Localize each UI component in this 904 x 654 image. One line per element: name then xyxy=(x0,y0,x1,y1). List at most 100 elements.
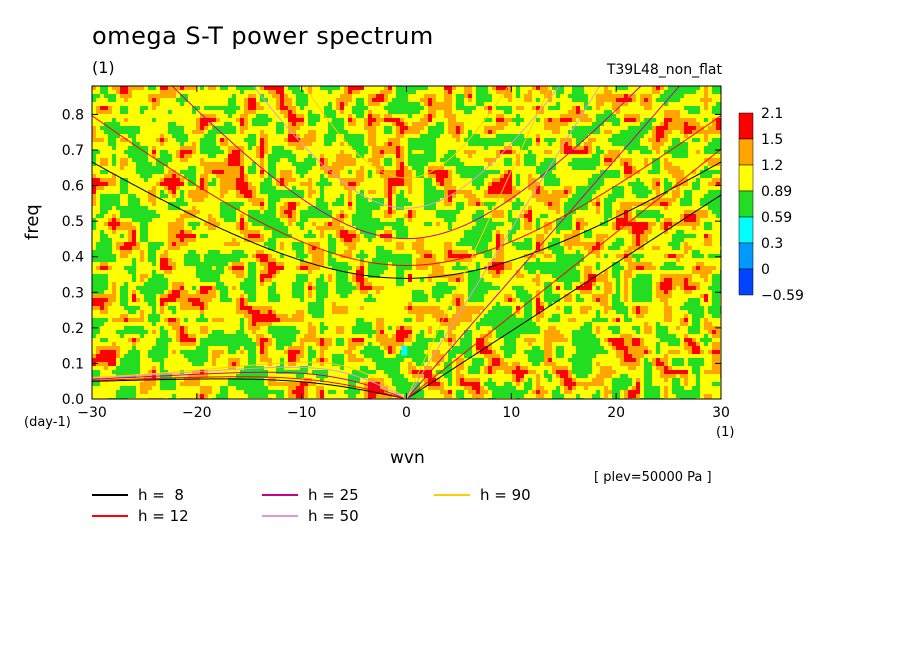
heatmap-cell xyxy=(556,190,561,195)
heatmap-cell xyxy=(560,102,565,107)
heatmap-cell xyxy=(416,194,421,199)
heatmap-cell xyxy=(232,178,237,183)
heatmap-cell xyxy=(432,94,437,99)
heatmap-cell xyxy=(292,182,297,187)
heatmap-cell xyxy=(300,198,305,203)
heatmap-cell xyxy=(628,166,633,171)
heatmap-cell xyxy=(156,126,161,131)
heatmap-cell xyxy=(608,134,613,139)
heatmap-cell xyxy=(492,170,497,175)
heatmap-cell xyxy=(460,130,465,135)
heatmap-cell xyxy=(324,210,329,215)
heatmap-cell xyxy=(632,118,637,123)
heatmap-cell xyxy=(616,174,621,179)
heatmap-cell xyxy=(696,158,701,163)
heatmap-cell xyxy=(652,174,657,179)
heatmap-cell xyxy=(668,142,673,147)
heatmap-cell xyxy=(128,98,133,103)
heatmap-cell xyxy=(468,142,473,147)
heatmap-cell xyxy=(312,102,317,107)
heatmap-cell xyxy=(492,194,497,199)
heatmap-cell xyxy=(196,86,201,91)
heatmap-cell xyxy=(552,98,557,103)
heatmap-cell xyxy=(616,118,621,123)
heatmap-cell xyxy=(516,138,521,143)
heatmap-cell xyxy=(452,142,457,147)
heatmap-cell xyxy=(472,186,477,191)
heatmap-cell xyxy=(196,210,201,215)
heatmap-cell xyxy=(440,110,445,115)
heatmap-cell xyxy=(656,186,661,191)
heatmap-cell xyxy=(396,174,401,179)
heatmap-cell xyxy=(272,98,277,103)
heatmap-cell xyxy=(284,98,289,103)
heatmap-cell xyxy=(220,190,225,195)
heatmap-cell xyxy=(416,206,421,211)
heatmap-cell xyxy=(508,202,513,207)
heatmap-cell xyxy=(492,158,497,163)
heatmap-cell xyxy=(144,94,149,99)
heatmap-cell xyxy=(388,206,393,211)
heatmap-cell xyxy=(468,94,473,99)
heatmap-cell xyxy=(112,186,117,191)
heatmap-cell xyxy=(508,114,513,119)
heatmap-cell xyxy=(244,118,249,123)
heatmap-cell xyxy=(604,126,609,131)
heatmap-cell xyxy=(380,110,385,115)
heatmap-cell xyxy=(500,178,505,183)
heatmap-cell xyxy=(424,90,429,95)
heatmap-cell xyxy=(580,130,585,135)
heatmap-cell xyxy=(432,150,437,155)
heatmap-cell xyxy=(712,122,717,127)
heatmap-cell xyxy=(684,86,689,91)
heatmap-cell xyxy=(532,142,537,147)
heatmap-cell xyxy=(636,174,641,179)
heatmap-cell xyxy=(604,154,609,159)
heatmap-cell xyxy=(636,90,641,95)
heatmap-cell xyxy=(400,178,405,183)
heatmap-cell xyxy=(572,86,577,91)
heatmap-cell xyxy=(664,178,669,183)
heatmap-cell xyxy=(644,114,649,119)
heatmap-cell xyxy=(132,162,137,167)
heatmap-cell xyxy=(512,182,517,187)
heatmap-cell xyxy=(680,186,685,191)
heatmap-cell xyxy=(580,138,585,143)
heatmap-cell xyxy=(472,146,477,151)
heatmap-cell xyxy=(684,90,689,95)
heatmap-cell xyxy=(556,146,561,151)
heatmap-cell xyxy=(132,154,137,159)
heatmap-cell xyxy=(604,202,609,207)
heatmap-cell xyxy=(688,182,693,187)
heatmap-cell xyxy=(404,154,409,159)
heatmap-cell xyxy=(240,198,245,203)
heatmap-cell xyxy=(512,130,517,135)
heatmap-cell xyxy=(676,198,681,203)
heatmap-cell xyxy=(692,90,697,95)
heatmap-cell xyxy=(500,170,505,175)
heatmap-cell xyxy=(292,122,297,127)
heatmap-cell xyxy=(556,178,561,183)
heatmap-cell xyxy=(548,162,553,167)
heatmap-cell xyxy=(248,138,253,143)
heatmap-cell xyxy=(208,194,213,199)
heatmap-cell xyxy=(352,106,357,111)
heatmap-cell xyxy=(420,150,425,155)
heatmap-cell xyxy=(524,154,529,159)
heatmap-cell xyxy=(604,118,609,123)
heatmap-cell xyxy=(284,198,289,203)
heatmap-cell xyxy=(344,118,349,123)
heatmap-cell xyxy=(348,138,353,143)
heatmap-cell xyxy=(696,110,701,115)
heatmap-cell xyxy=(648,182,653,187)
heatmap-cell xyxy=(344,170,349,175)
heatmap-cell xyxy=(600,118,605,123)
heatmap-cell xyxy=(552,94,557,99)
heatmap-cell xyxy=(300,162,305,167)
heatmap-cell xyxy=(440,150,445,155)
heatmap-cell xyxy=(316,114,321,119)
heatmap-cell xyxy=(96,154,101,159)
heatmap-cell xyxy=(256,86,261,91)
heatmap-cell xyxy=(92,162,97,167)
heatmap-cell xyxy=(564,158,569,163)
